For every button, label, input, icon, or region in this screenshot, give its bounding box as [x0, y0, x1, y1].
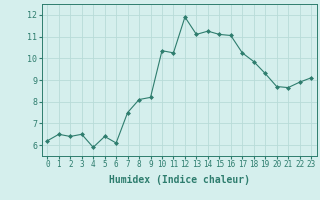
- X-axis label: Humidex (Indice chaleur): Humidex (Indice chaleur): [109, 175, 250, 185]
